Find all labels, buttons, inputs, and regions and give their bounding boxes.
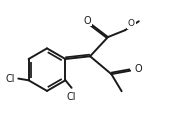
Text: O: O [128,19,135,29]
Text: Cl: Cl [67,92,76,102]
Text: Cl: Cl [6,74,16,84]
Text: O: O [134,64,142,74]
Text: O: O [84,16,91,26]
